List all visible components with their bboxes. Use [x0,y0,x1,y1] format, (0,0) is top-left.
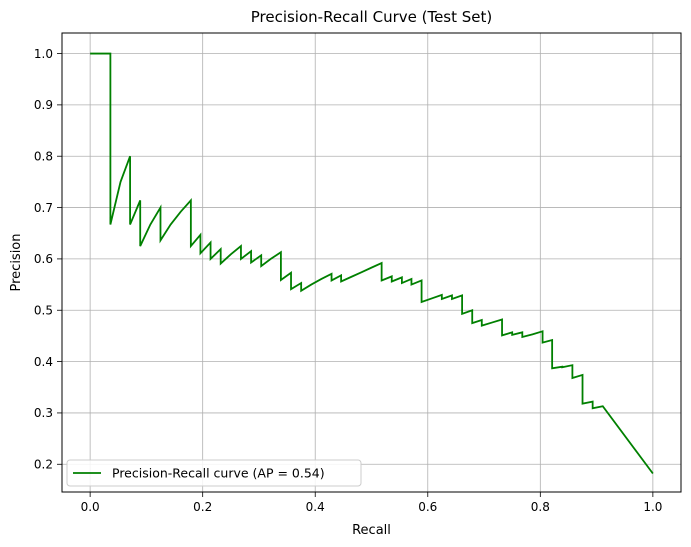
y-tick-label: 0.3 [34,406,53,420]
y-tick-label: 1.0 [34,47,53,61]
y-axis-label: Precision [9,233,24,291]
y-tick-label: 0.7 [34,201,53,215]
x-tick-label: 0.0 [81,500,100,514]
plot-background [62,33,681,492]
x-axis-label: Recall [352,523,391,538]
chart-title: Precision-Recall Curve (Test Set) [251,8,493,26]
legend-box [66,459,362,487]
legend-label: Precision-Recall curve (AP = 0.54) [112,466,325,481]
grid-lines [62,33,681,492]
series-lines [90,52,654,475]
x-tick-label: 0.8 [531,500,550,514]
x-tick-label: 0.2 [193,500,212,514]
y-tick-label: 0.6 [34,252,53,266]
y-tick-label: 0.5 [34,304,53,318]
y-tick-label: 0.8 [34,150,53,164]
legend: Precision-Recall curve (AP = 0.54) [66,459,362,487]
x-tick-label: 0.4 [306,500,325,514]
y-tick-label: 0.2 [34,458,53,472]
pr-curve-line [90,52,654,475]
plot-frame [61,32,682,493]
x-tick-label: 0.6 [418,500,437,514]
x-tick-label: 1.0 [643,500,662,514]
axis-ticks: 0.0 0.2 0.4 0.6 0.8 1.0 0.2 0.3 0.4 0.5 0.6 0.7 0.8 0… [34,47,663,514]
y-tick-label: 0.9 [34,98,53,112]
y-tick-label: 0.4 [34,355,53,369]
